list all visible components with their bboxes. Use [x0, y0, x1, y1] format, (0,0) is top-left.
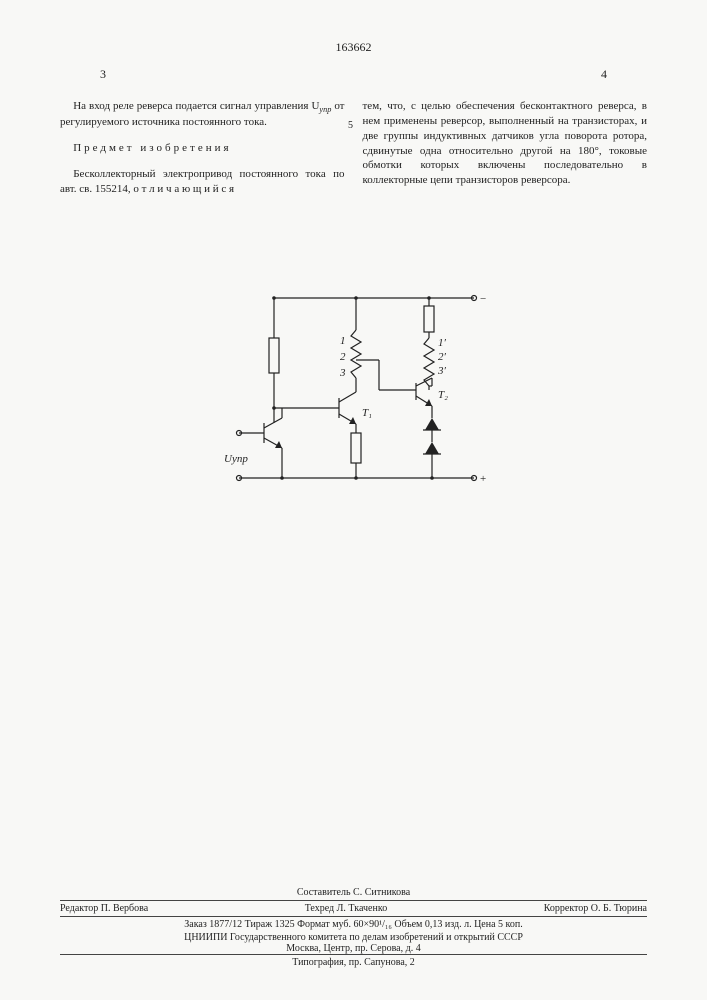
label-l2: 2: [340, 351, 346, 363]
label-l1: 1: [340, 335, 346, 347]
footer-imprint2: ЦНИИПИ Государственного комитета по дела…: [60, 932, 647, 943]
circuit-diagram: Uупр T₁ T₂ 1 2 3 1′ 2′ 3′ − +: [204, 278, 504, 508]
footer-compiler: Составитель С. Ситникова: [60, 887, 647, 900]
footer-block: Составитель С. Ситникова Редактор П. Вер…: [60, 887, 647, 970]
label-r2: 2′: [438, 351, 447, 363]
page-number-right: 4: [601, 67, 607, 82]
text-columns: На вход реле реверса подается сигнал упр…: [60, 88, 647, 208]
footer-corrector: Корректор О. Б. Тюрина: [544, 903, 647, 914]
label-r3: 3′: [437, 365, 447, 377]
label-t1: T₁: [362, 407, 372, 419]
right-column: тем, что, с целью обеспечения бесконтакт…: [363, 88, 648, 208]
footer-imprint1: Заказ 1877/12 Тираж 1325 Формат муб. 60×…: [60, 916, 647, 932]
line-marker-5: 5: [348, 120, 353, 131]
footer-imprint3: Москва, Центр, пр. Серова, д. 4: [60, 943, 647, 954]
label-plus: +: [480, 473, 486, 485]
left-para-1: На вход реле реверса подается сигнал упр…: [60, 99, 345, 130]
label-minus: −: [480, 293, 486, 305]
document-number: 163662: [60, 40, 647, 55]
label-r1: 1′: [438, 337, 447, 349]
left-para-2: Бесколлекторный электропривод постоянног…: [60, 167, 345, 197]
left-heading: Предмет изобретения: [60, 141, 345, 156]
footer-tech: Техред Л. Ткаченко: [305, 903, 388, 914]
label-l3: 3: [339, 367, 346, 379]
label-uupr: Uупр: [224, 453, 248, 465]
left-column: На вход реле реверса подается сигнал упр…: [60, 88, 345, 208]
footer-typography: Типография, пр. Сапунова, 2: [60, 954, 647, 970]
right-para: тем, что, с целью обеспечения бесконтакт…: [363, 99, 648, 188]
footer-editor: Редактор П. Вербова: [60, 903, 148, 914]
label-t2: T₂: [438, 389, 448, 401]
page-number-left: 3: [100, 67, 106, 82]
